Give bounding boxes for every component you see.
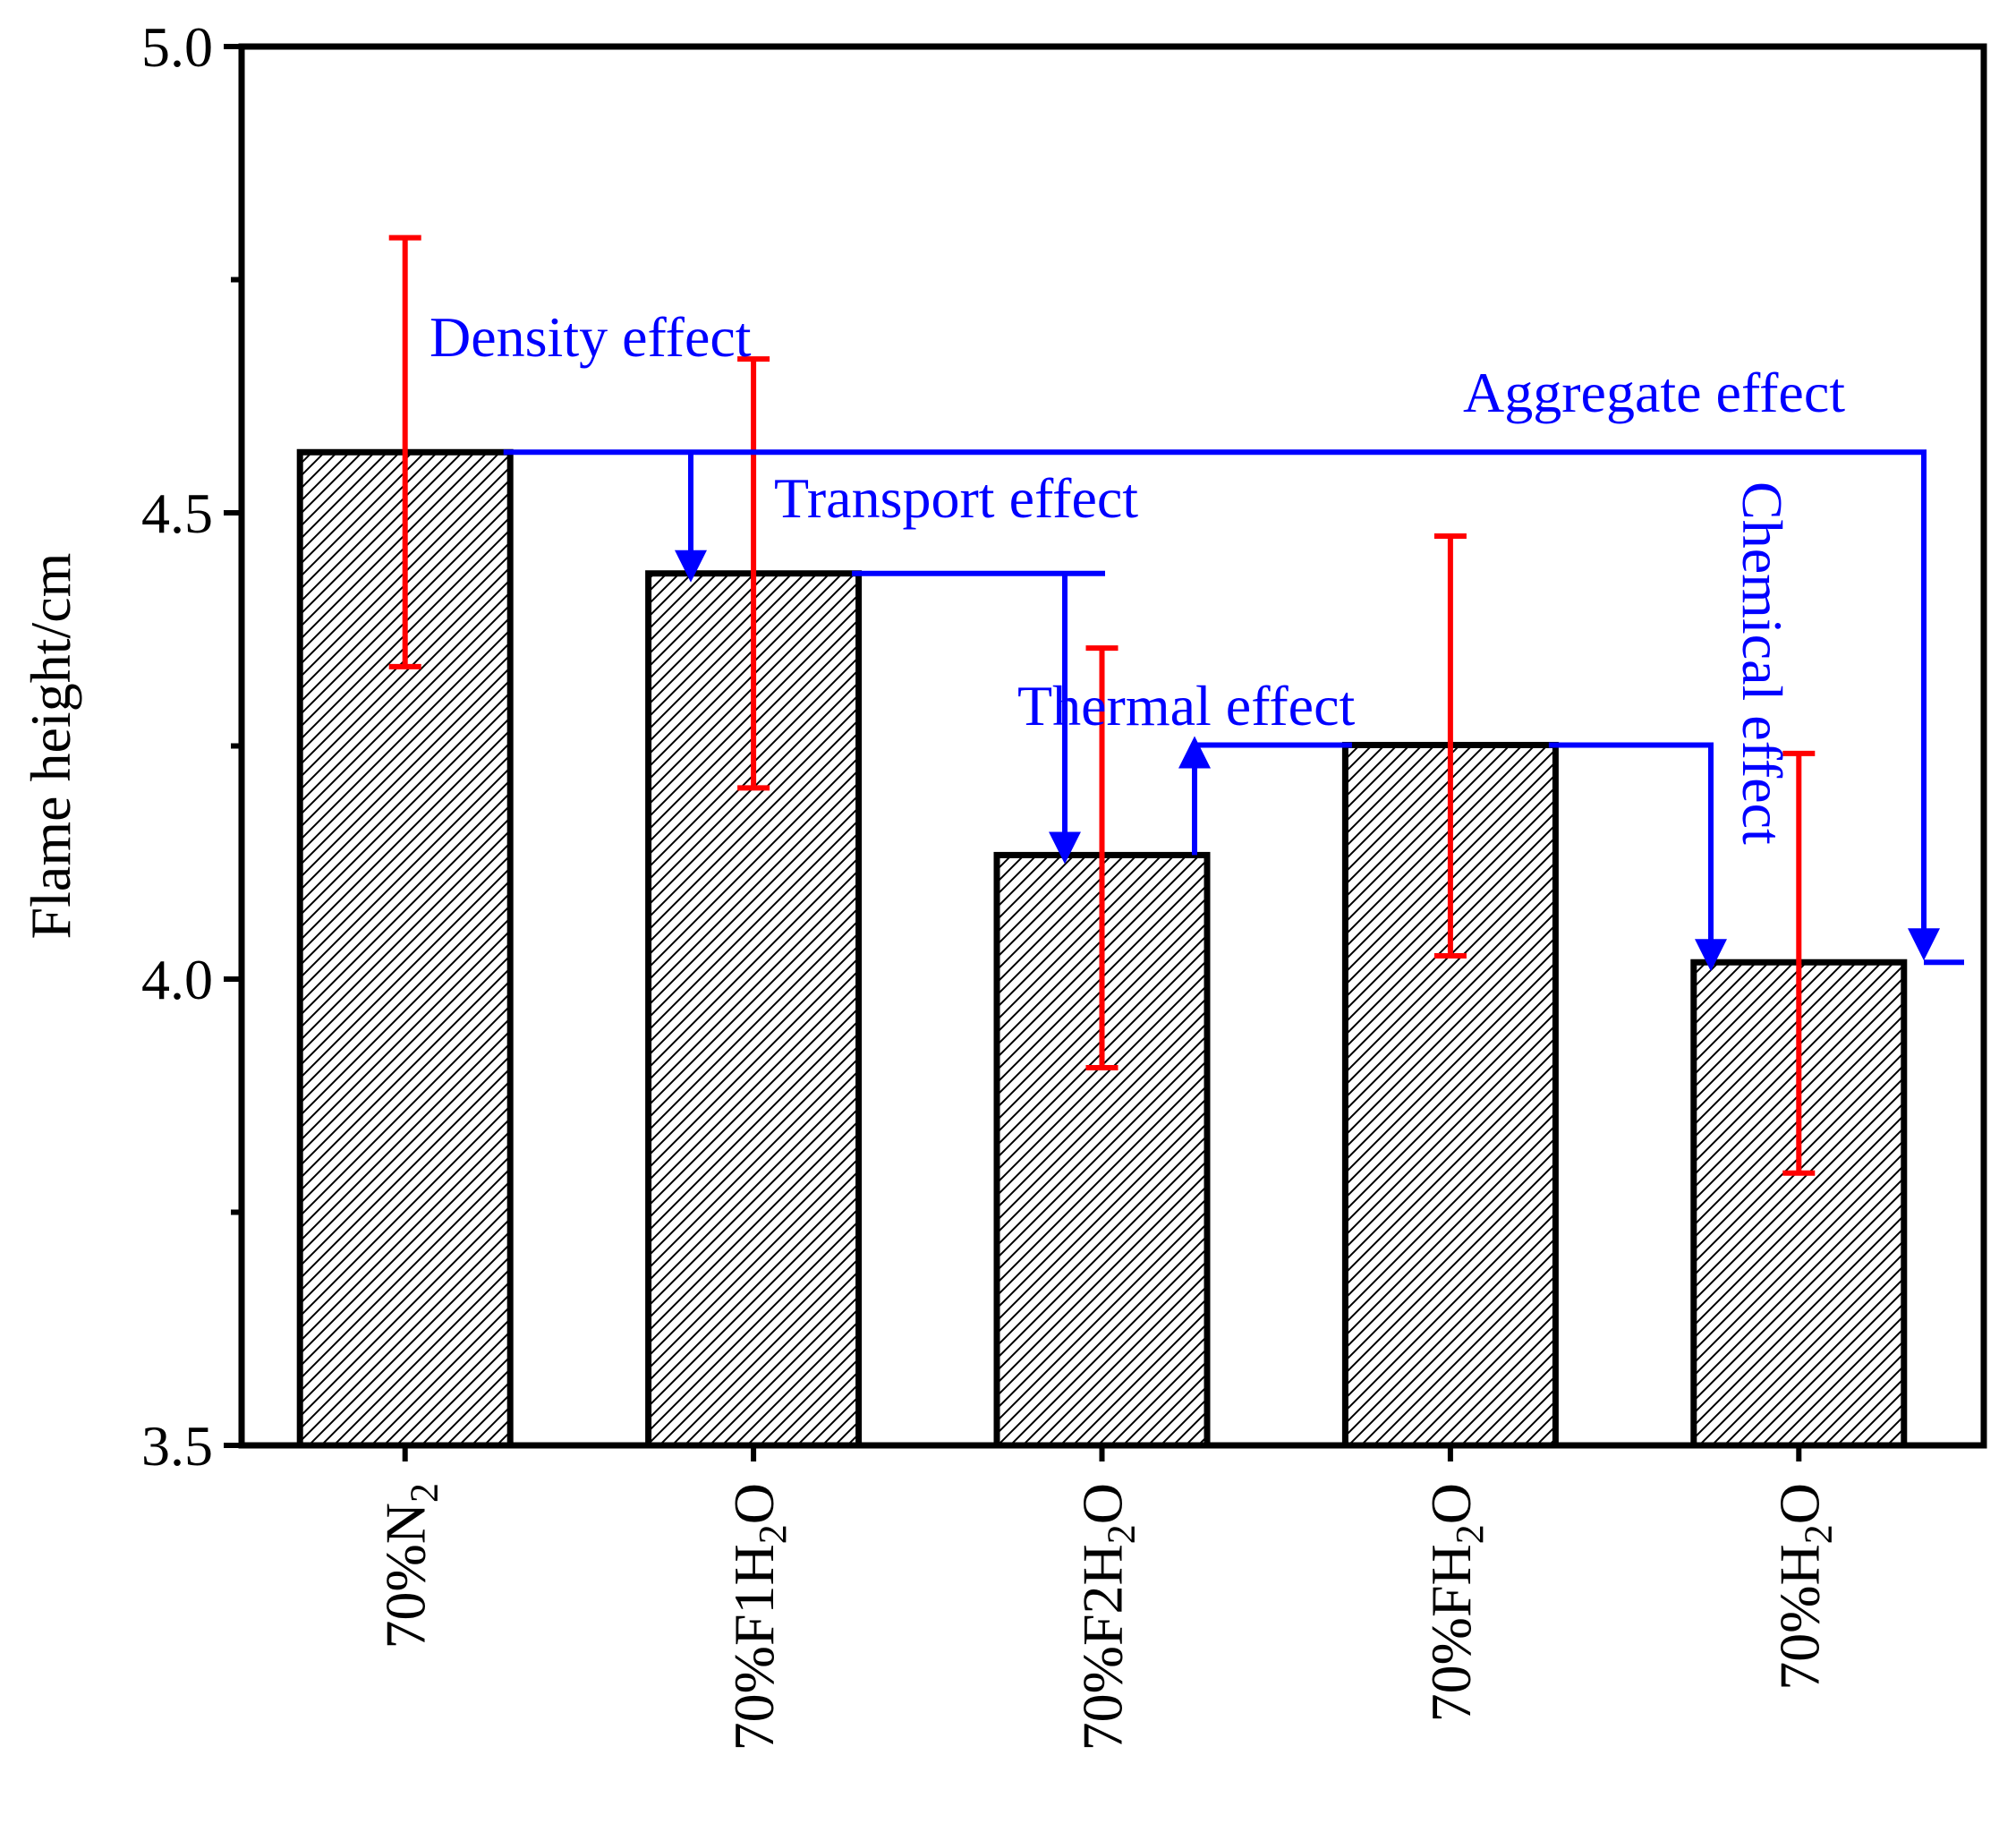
y-tick-label: 4.0: [141, 948, 213, 1011]
chemical-arrow: [1548, 742, 1727, 972]
error-bar-3: [1085, 645, 1119, 1070]
x-category-label: 70%F2H2O: [1071, 1483, 1144, 1751]
thermal-effect-label: Thermal effect: [1017, 674, 1355, 737]
aggregate-arrow: [503, 449, 1940, 961]
x-category-label: 70%H2O: [1767, 1483, 1840, 1691]
error-bar-1: [388, 234, 421, 669]
x-category-label: 70%F1H2O: [722, 1483, 795, 1751]
error-bar-4: [1433, 533, 1467, 959]
y-tick-label: 5.0: [141, 15, 213, 79]
bar-4: [1341, 741, 1559, 1449]
transport-arrow: [852, 570, 1105, 865]
y-tick-label: 3.5: [141, 1414, 213, 1478]
y-axis-title: Flame height/cm: [19, 553, 82, 940]
chemical-effect-label: Chemical effect: [1731, 481, 1794, 845]
y-tick-label: 4.5: [141, 481, 213, 545]
error-bar-2: [737, 356, 770, 791]
aggregate-effect-label: Aggregate effect: [1463, 361, 1845, 424]
density-effect-label: Density effect: [430, 305, 752, 369]
error-bar-5: [1782, 750, 1816, 1176]
x-category-label: 70%FH2O: [1419, 1483, 1492, 1722]
x-category-label: 70%N2: [374, 1483, 447, 1649]
transport-effect-label: Transport effect: [774, 466, 1138, 530]
